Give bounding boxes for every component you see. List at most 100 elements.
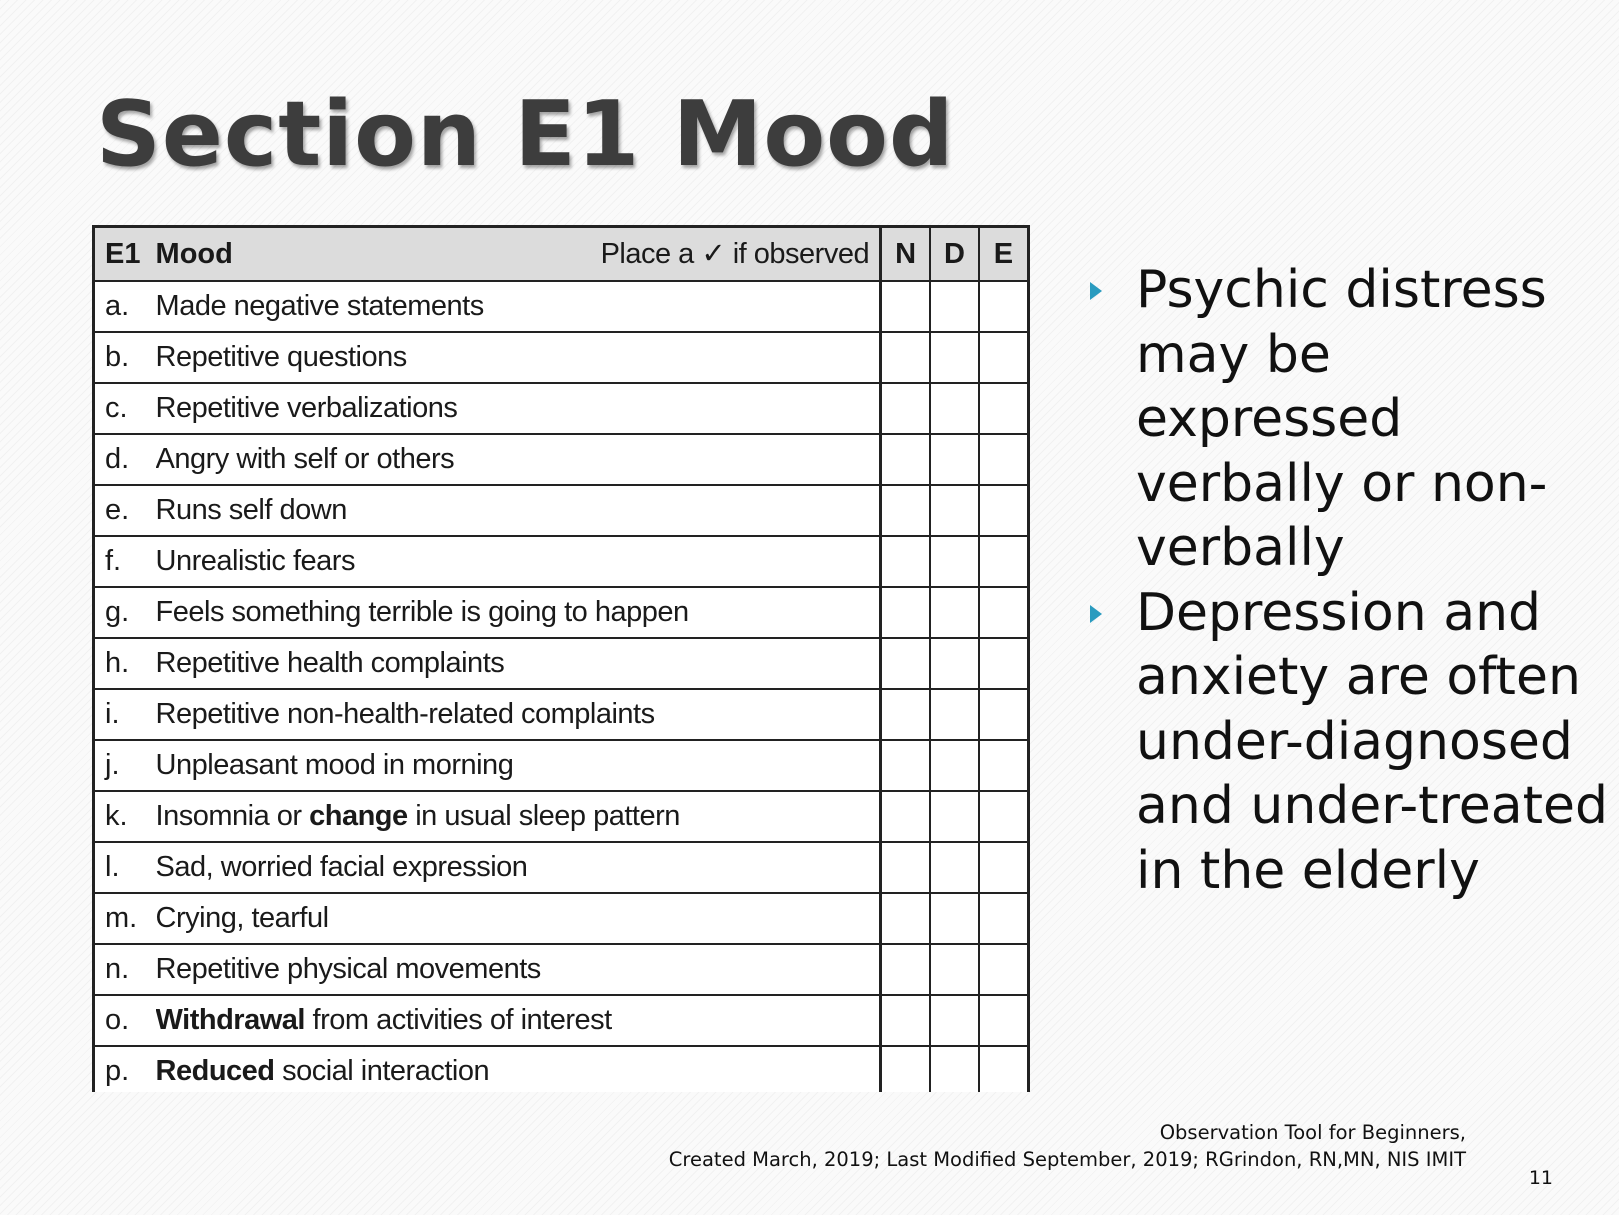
bullet-item: Psychic distress may be expressed verbal… bbox=[1088, 258, 1608, 581]
checkbox-cell-n[interactable] bbox=[879, 994, 932, 1047]
item-description: Made negative statements bbox=[155, 280, 882, 333]
footer-credit: Observation Tool for Beginners, Created … bbox=[669, 1119, 1466, 1173]
checkbox-cell-e[interactable] bbox=[977, 382, 1030, 435]
checkbox-cell-e[interactable] bbox=[977, 943, 1030, 996]
item-letter: f. bbox=[92, 535, 156, 588]
checkbox-cell-n[interactable] bbox=[879, 280, 932, 333]
checkbox-cell-e[interactable] bbox=[977, 484, 1030, 537]
item-description: Runs self down bbox=[155, 484, 882, 537]
checkbox-cell-d[interactable] bbox=[929, 994, 980, 1047]
item-description: Feels something terrible is going to hap… bbox=[155, 586, 882, 639]
checkbox-cell-d[interactable] bbox=[929, 331, 980, 384]
table-row: b. Repetitive questions bbox=[92, 331, 1030, 384]
header-column-d: D bbox=[929, 225, 980, 282]
checkbox-cell-n[interactable] bbox=[879, 586, 932, 639]
item-description: Withdrawal from activities of interest bbox=[155, 994, 882, 1047]
checkbox-cell-n[interactable] bbox=[879, 331, 932, 384]
bullet-item: Depression and anxiety are often under-d… bbox=[1088, 581, 1608, 904]
checkbox-cell-n[interactable] bbox=[879, 484, 932, 537]
checkbox-cell-e[interactable] bbox=[977, 280, 1030, 333]
table-row: l. Sad, worried facial expression bbox=[92, 841, 1030, 894]
checkbox-cell-d[interactable] bbox=[929, 790, 980, 843]
checkbox-cell-n[interactable] bbox=[879, 739, 932, 792]
checkbox-cell-n[interactable] bbox=[879, 688, 932, 741]
checkbox-cell-e[interactable] bbox=[977, 433, 1030, 486]
checkbox-cell-n[interactable] bbox=[879, 637, 932, 690]
checkbox-cell-n[interactable] bbox=[879, 790, 932, 843]
header-code: E1 bbox=[92, 225, 156, 282]
item-description: Unpleasant mood in morning bbox=[155, 739, 882, 792]
item-letter: c. bbox=[92, 382, 156, 435]
table-row: k. Insomnia or change in usual sleep patt… bbox=[92, 790, 1030, 843]
checkbox-cell-n[interactable] bbox=[879, 382, 932, 435]
item-letter: a. bbox=[92, 280, 156, 333]
table-row: d. Angry with self or others bbox=[92, 433, 1030, 486]
checkbox-cell-d[interactable] bbox=[929, 1045, 980, 1092]
table-row: o. Withdrawal from activities of interest bbox=[92, 994, 1030, 1047]
table-header-row: E1 Mood Place a ✓ if observed N D E bbox=[92, 225, 1030, 282]
item-description: Insomnia or change in usual sleep patter… bbox=[155, 790, 882, 843]
checkbox-cell-n[interactable] bbox=[879, 433, 932, 486]
checkbox-cell-n[interactable] bbox=[879, 943, 932, 996]
checkbox-cell-d[interactable] bbox=[929, 637, 980, 690]
item-text-after: social interaction bbox=[274, 1055, 490, 1087]
checkbox-cell-d[interactable] bbox=[929, 586, 980, 639]
checkbox-cell-e[interactable] bbox=[977, 331, 1030, 384]
checkbox-cell-d[interactable] bbox=[929, 535, 980, 588]
checkbox-cell-n[interactable] bbox=[879, 841, 932, 894]
checkbox-cell-e[interactable] bbox=[977, 994, 1030, 1047]
table-row: p. Reduced social interaction bbox=[92, 1045, 1030, 1092]
item-description: Crying, tearful bbox=[155, 892, 882, 945]
item-letter: o. bbox=[92, 994, 156, 1047]
checkbox-cell-e[interactable] bbox=[977, 1045, 1030, 1092]
mood-table: E1 Mood Place a ✓ if observed N D E a. Ma… bbox=[92, 225, 1030, 1092]
checkbox-cell-d[interactable] bbox=[929, 688, 980, 741]
checkbox-cell-e[interactable] bbox=[977, 739, 1030, 792]
checkbox-cell-e[interactable] bbox=[977, 688, 1030, 741]
checkbox-cell-e[interactable] bbox=[977, 892, 1030, 945]
bullet-text: Psychic distress may be expressed verbal… bbox=[1136, 260, 1548, 578]
checkbox-cell-d[interactable] bbox=[929, 892, 980, 945]
checkbox-cell-d[interactable] bbox=[929, 739, 980, 792]
item-text-after: in usual sleep pattern bbox=[407, 800, 680, 832]
table-row: j. Unpleasant mood in morning bbox=[92, 739, 1030, 792]
item-description: Reduced social interaction bbox=[155, 1045, 882, 1092]
checkbox-cell-d[interactable] bbox=[929, 433, 980, 486]
header-column-n: N bbox=[879, 225, 932, 282]
bullet-list: Psychic distress may be expressed verbal… bbox=[1088, 258, 1608, 903]
item-description: Repetitive non-health-related complaints bbox=[155, 688, 882, 741]
mood-observation-form: E1 Mood Place a ✓ if observed N D E a. Ma… bbox=[92, 225, 1030, 1092]
item-text-before: Insomnia or bbox=[155, 800, 310, 832]
table-row: i. Repetitive non-health-related complain… bbox=[92, 688, 1030, 741]
item-letter: e. bbox=[92, 484, 156, 537]
item-description: Repetitive questions bbox=[155, 331, 882, 384]
footer-line-2: Created March, 2019; Last Modified Septe… bbox=[668, 1148, 1466, 1171]
checkbox-cell-d[interactable] bbox=[929, 943, 980, 996]
checkbox-cell-e[interactable] bbox=[977, 637, 1030, 690]
checkbox-cell-e[interactable] bbox=[977, 535, 1030, 588]
page-number: 11 bbox=[1528, 1167, 1553, 1189]
checkbox-cell-n[interactable] bbox=[879, 1045, 932, 1092]
header-mood-label: Mood bbox=[155, 237, 233, 270]
triangle-bullet-icon bbox=[1090, 282, 1102, 300]
table-row: e. Runs self down bbox=[92, 484, 1030, 537]
item-text-bold: change bbox=[309, 800, 408, 832]
checkbox-cell-d[interactable] bbox=[929, 484, 980, 537]
item-letter: n. bbox=[92, 943, 156, 996]
checkbox-cell-d[interactable] bbox=[929, 280, 980, 333]
checkbox-cell-e[interactable] bbox=[977, 841, 1030, 894]
item-description: Angry with self or others bbox=[155, 433, 882, 486]
table-row: g. Feels something terrible is going to h… bbox=[92, 586, 1030, 639]
table-row: m. Crying, tearful bbox=[92, 892, 1030, 945]
checkbox-cell-n[interactable] bbox=[879, 892, 932, 945]
checkbox-cell-e[interactable] bbox=[977, 790, 1030, 843]
checkbox-cell-e[interactable] bbox=[977, 586, 1030, 639]
checkbox-cell-d[interactable] bbox=[929, 841, 980, 894]
table-row: h. Repetitive health complaints bbox=[92, 637, 1030, 690]
checkbox-cell-n[interactable] bbox=[879, 535, 932, 588]
header-mood: Mood Place a ✓ if observed bbox=[155, 225, 882, 282]
item-letter: g. bbox=[92, 586, 156, 639]
checkbox-cell-d[interactable] bbox=[929, 382, 980, 435]
item-letter: h. bbox=[92, 637, 156, 690]
item-description: Repetitive verbalizations bbox=[155, 382, 882, 435]
